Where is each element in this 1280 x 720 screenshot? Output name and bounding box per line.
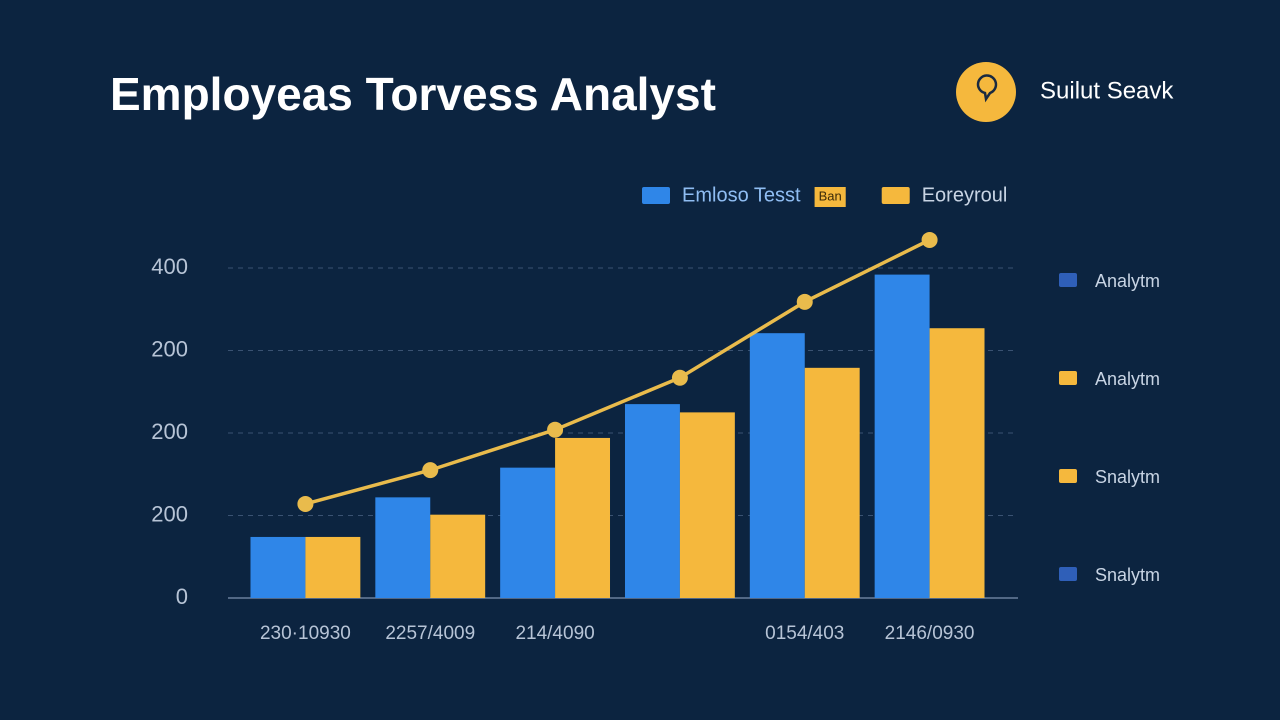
side-legend-label: Snalytm — [1095, 565, 1160, 585]
bar — [679, 412, 735, 598]
legend-label: Eoreyroul — [922, 184, 1008, 206]
trend-point — [921, 231, 938, 248]
bar — [804, 367, 860, 598]
page-title: Employeas Torvess Analyst — [110, 68, 716, 120]
y-tick-label: 200 — [151, 501, 188, 526]
bar — [929, 328, 985, 598]
legend-tag-box — [814, 187, 846, 207]
trend-point — [796, 293, 813, 310]
trend-point — [671, 369, 688, 386]
user-name[interactable]: Suilut Seavk — [1040, 77, 1174, 104]
y-tick-label: 0 — [176, 584, 188, 609]
y-tick-label: 400 — [151, 254, 188, 279]
avatar-icon — [976, 74, 998, 103]
x-tick-label: 2146/0930 — [885, 623, 975, 644]
bar — [624, 404, 680, 598]
x-tick-label: 2257/4009 — [385, 623, 475, 644]
bar — [430, 514, 486, 598]
legend-swatch — [881, 187, 910, 204]
side-legend-swatch — [1059, 273, 1077, 287]
side-legend-label: Snalytm — [1095, 467, 1160, 487]
side-legend-swatch — [1059, 371, 1077, 385]
side-legend-label: Analytm — [1095, 271, 1160, 291]
x-tick-label: 230·10930 — [260, 623, 351, 644]
y-tick-label: 200 — [151, 336, 188, 361]
y-tick-label: 200 — [151, 419, 188, 444]
bar — [375, 497, 431, 598]
legend-tag: Ban — [819, 188, 842, 203]
x-tick-label: 214/4090 — [515, 623, 594, 644]
bar — [500, 467, 556, 598]
x-tick-label: 0154/403 — [765, 623, 844, 644]
trend-point — [547, 421, 564, 438]
bar — [749, 333, 805, 598]
side-legend-swatch — [1059, 469, 1077, 483]
trend-point — [297, 495, 314, 512]
bar — [874, 274, 930, 598]
trend-line — [304, 238, 931, 506]
bar — [555, 437, 611, 598]
side-legend-label: Analytm — [1095, 369, 1160, 389]
bar — [250, 536, 306, 598]
side-legend-swatch — [1059, 567, 1077, 581]
legend-label: Emloso Tesst — [682, 184, 801, 206]
legend-swatch — [642, 187, 670, 204]
trend-point — [422, 462, 439, 479]
bar — [305, 536, 361, 598]
